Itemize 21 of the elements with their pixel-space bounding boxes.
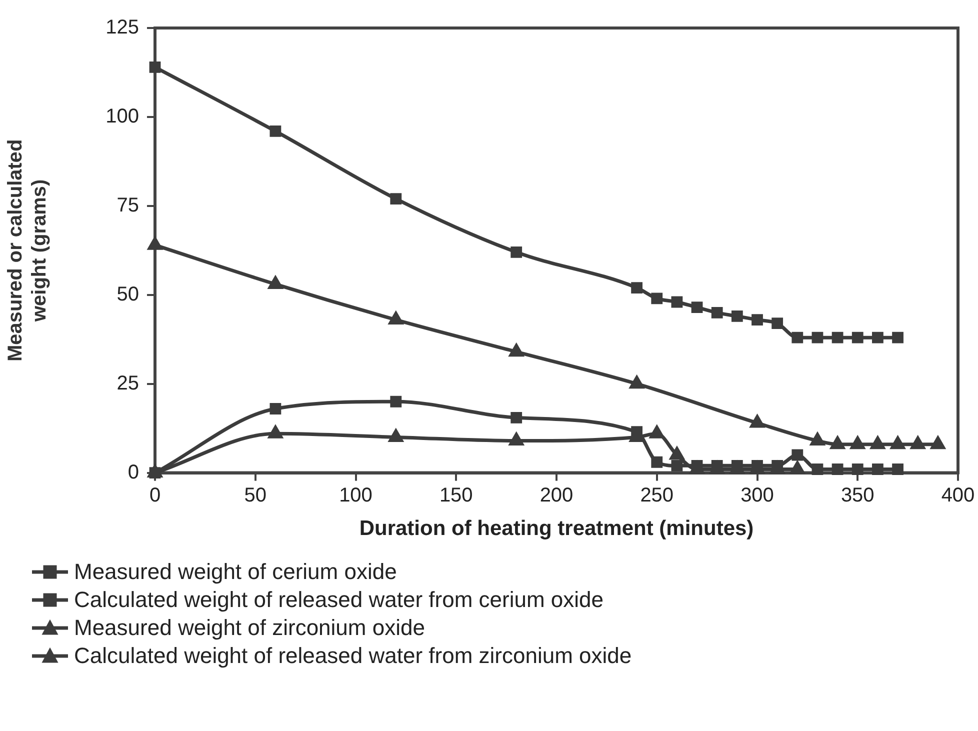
x-tick-label: 100 <box>339 484 372 506</box>
legend-label: Measured weight of cerium oxide <box>74 558 397 586</box>
x-tick-label: 350 <box>840 484 874 506</box>
y-axis-title: Measured or calculated weight (grams) <box>4 139 51 362</box>
legend-label: Calculated weight of released water from cerium oxide <box>74 586 604 614</box>
y-tick-label: 0 <box>128 461 139 484</box>
legend-label: Measured weight of zirconium oxide <box>74 614 425 642</box>
legend-label: Calculated weight of released water from zirconium oxide <box>74 642 632 670</box>
x-tick-label: 250 <box>640 484 674 506</box>
y-tick-label: 125 <box>106 16 139 39</box>
x-tick-label: 150 <box>439 484 473 506</box>
y-tick-label: 75 <box>116 194 139 216</box>
x-tick-label: 400 <box>941 484 975 506</box>
x-axis-title: Duration of heating treatment (minutes) <box>359 517 754 540</box>
y-tick-label: 50 <box>116 283 139 306</box>
y-tick-label: 100 <box>106 105 139 128</box>
x-tick-label: 50 <box>244 484 266 506</box>
y-tick-label: 25 <box>116 372 139 394</box>
x-tick-label: 300 <box>740 484 774 506</box>
x-tick-label: 200 <box>540 484 574 506</box>
x-tick-label: 0 <box>149 484 161 506</box>
